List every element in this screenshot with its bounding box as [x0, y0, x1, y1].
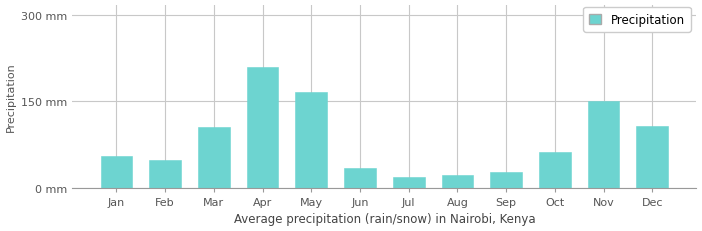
Bar — [100, 156, 132, 188]
Bar — [490, 172, 522, 188]
Bar — [296, 92, 327, 188]
Bar — [150, 161, 181, 188]
Bar — [393, 178, 425, 188]
X-axis label: Average precipitation (rain/snow) in Nairobi, Kenya: Average precipitation (rain/snow) in Nai… — [234, 213, 535, 225]
Bar — [539, 152, 571, 188]
Bar — [637, 126, 668, 188]
Bar — [198, 128, 230, 188]
Y-axis label: Precipitation: Precipitation — [6, 62, 15, 131]
Bar — [442, 175, 473, 188]
Legend: Precipitation: Precipitation — [583, 8, 691, 33]
Bar — [344, 168, 376, 188]
Bar — [588, 102, 619, 188]
Bar — [246, 67, 279, 188]
